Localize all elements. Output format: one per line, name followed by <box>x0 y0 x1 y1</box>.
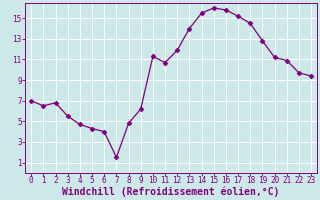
X-axis label: Windchill (Refroidissement éolien,°C): Windchill (Refroidissement éolien,°C) <box>62 187 280 197</box>
